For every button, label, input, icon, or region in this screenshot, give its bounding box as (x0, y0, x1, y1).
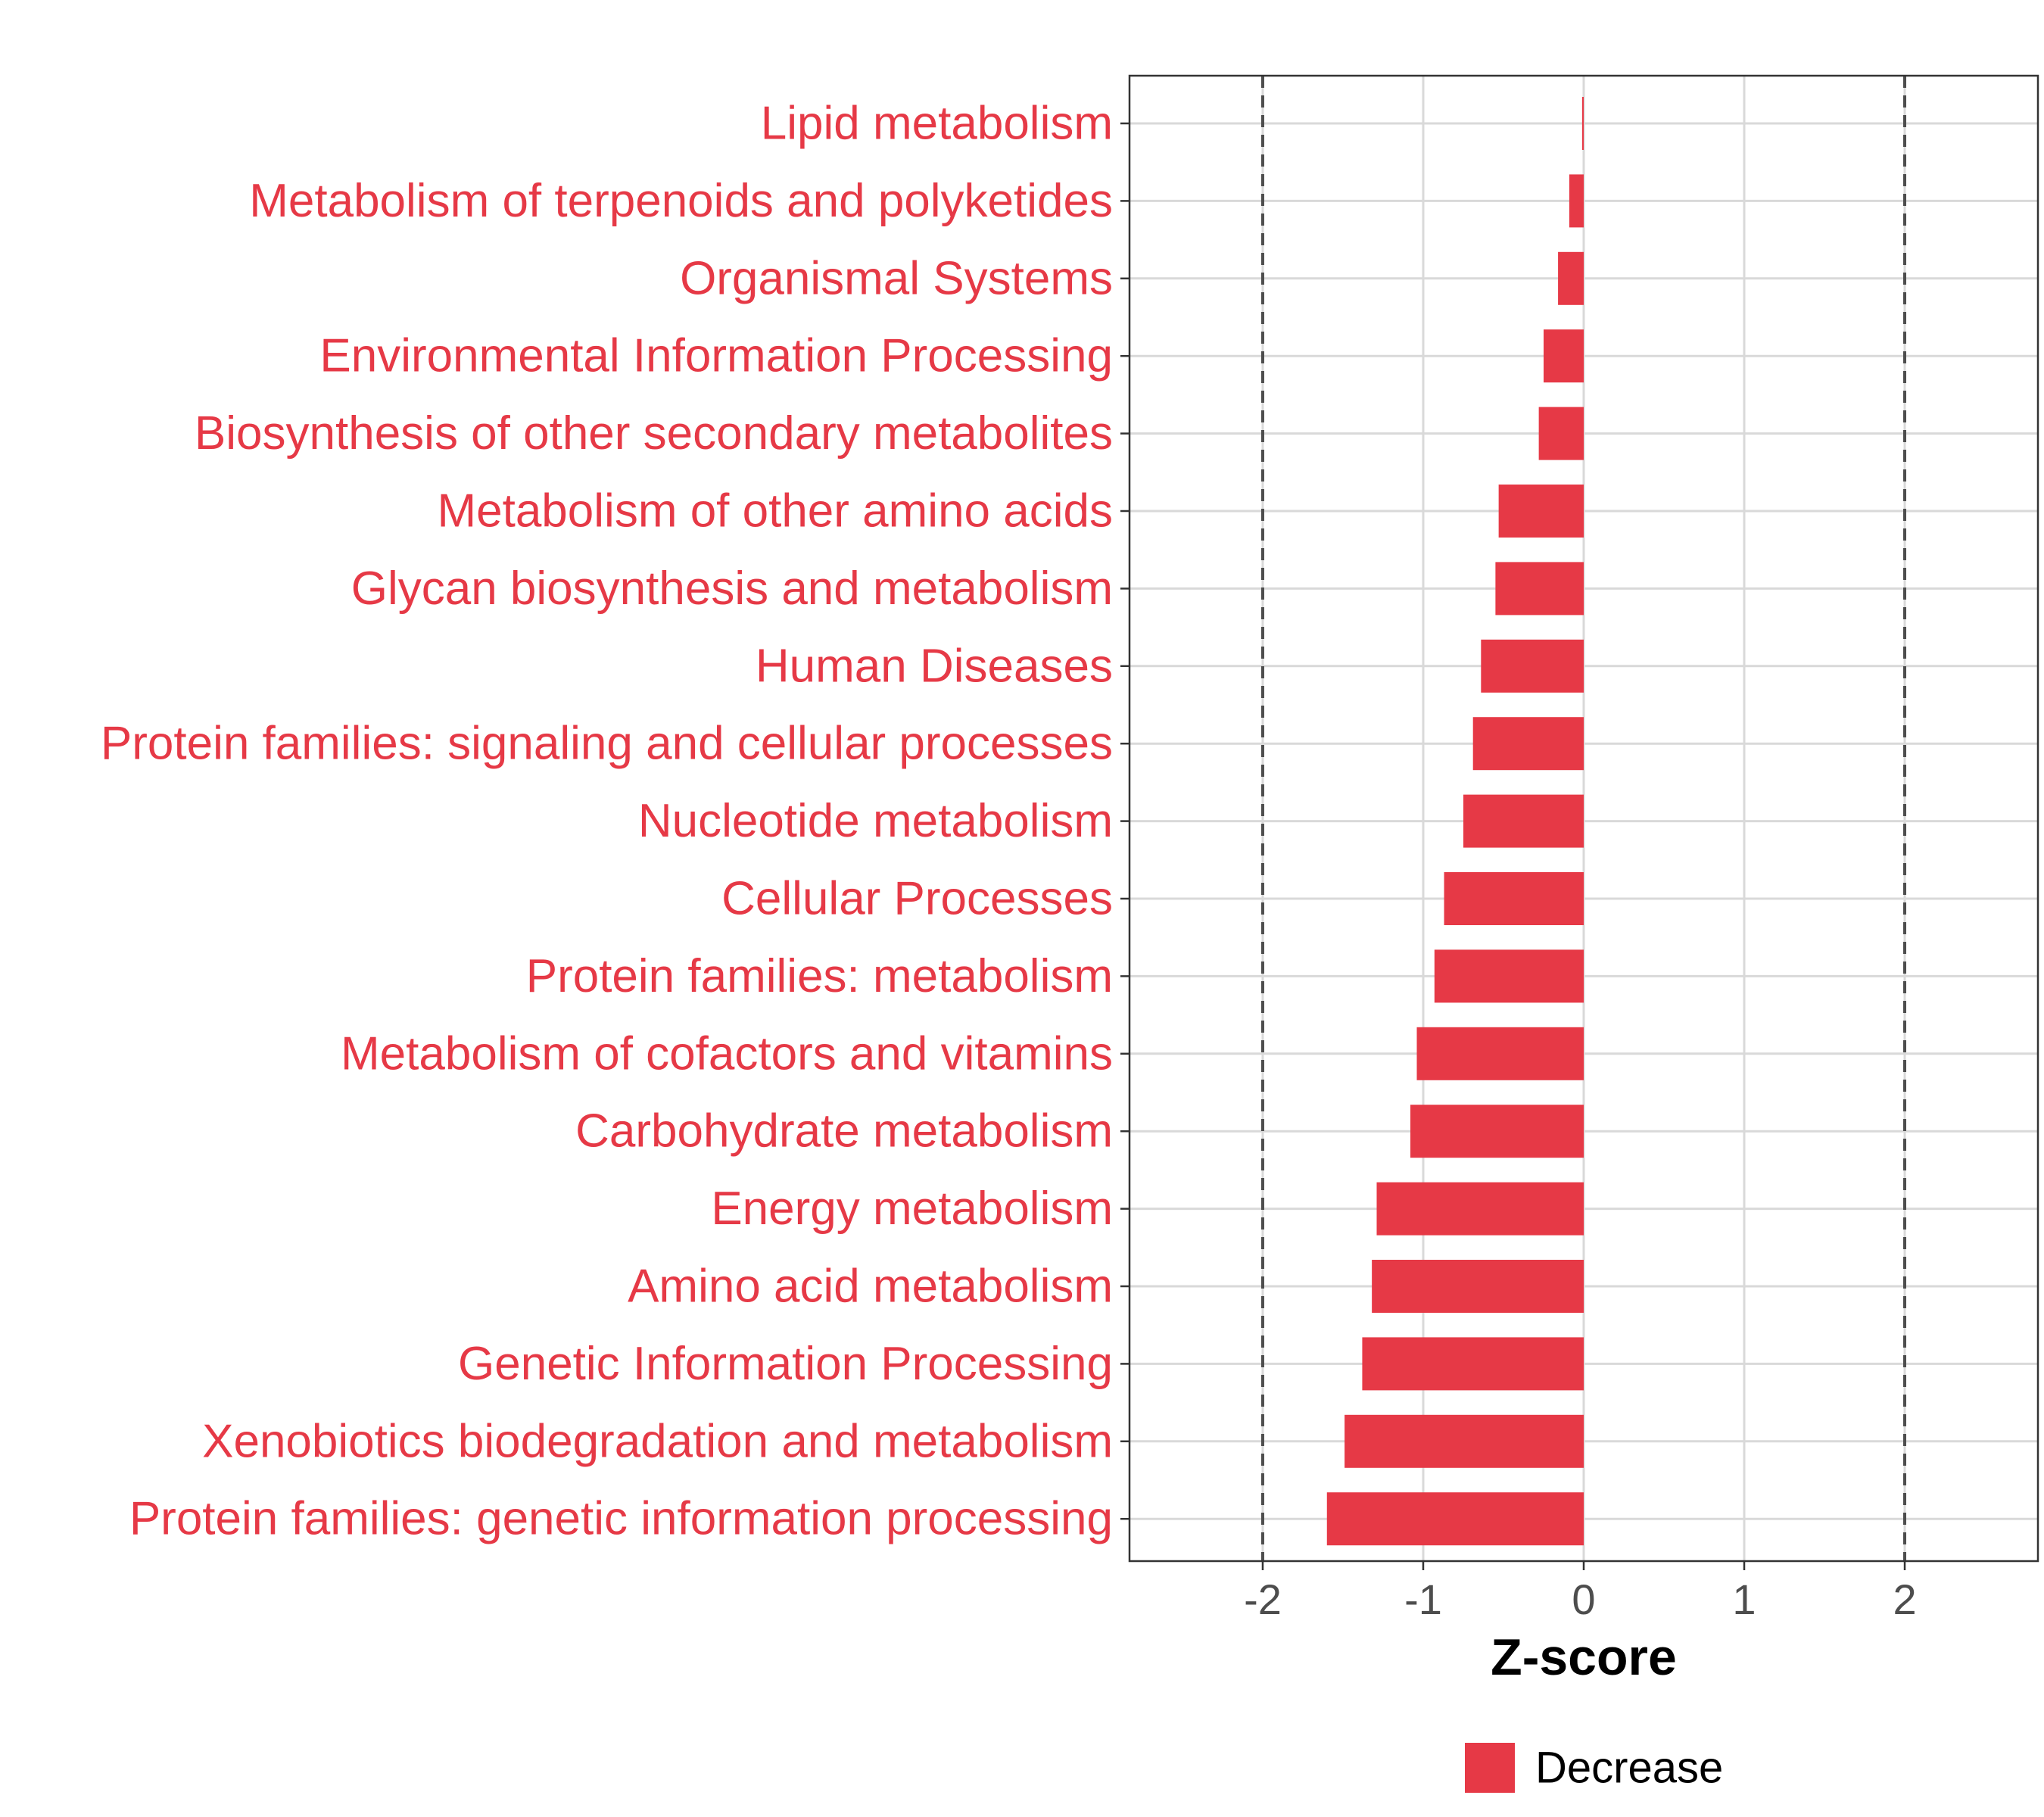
y-tick-label: Protein families: signaling and cellular… (101, 718, 1113, 770)
y-tick-label: Glycan biosynthesis and metabolism (351, 563, 1113, 615)
y-tick-label: Energy metabolism (711, 1183, 1113, 1235)
y-tick-label: Protein families: genetic information pr… (129, 1493, 1113, 1545)
bar (1558, 251, 1584, 305)
x-tick-label: 0 (1572, 1575, 1595, 1623)
bar-layer (1326, 97, 1584, 1546)
y-tick-label: Xenobiotics biodegradation and metabolis… (202, 1415, 1113, 1467)
bar (1569, 174, 1584, 228)
y-tick-label: Nucleotide metabolism (638, 795, 1113, 847)
legend: Decrease (1465, 1743, 1723, 1793)
x-tick-label: 1 (1732, 1575, 1756, 1623)
bar (1481, 639, 1584, 693)
y-tick-label: Human Diseases (756, 640, 1113, 692)
bar (1362, 1337, 1584, 1391)
y-axis-ticks (1120, 122, 1129, 1520)
legend-key-decrease (1465, 1743, 1515, 1793)
y-tick-label: Amino acid metabolism (628, 1261, 1113, 1313)
y-tick-label: Cellular Processes (721, 873, 1113, 925)
bar (1326, 1492, 1584, 1546)
x-axis-title: Z-score (1491, 1628, 1677, 1686)
bar (1444, 872, 1584, 925)
bar (1472, 717, 1584, 771)
bar (1416, 1027, 1584, 1080)
legend-label-decrease: Decrease (1535, 1744, 1723, 1793)
y-tick-label: Lipid metabolism (761, 98, 1113, 150)
bar (1372, 1260, 1584, 1313)
bar (1376, 1182, 1584, 1236)
bar (1498, 485, 1584, 538)
bar (1543, 329, 1584, 383)
bar (1538, 407, 1584, 460)
y-axis-labels: Lipid metabolism Metabolism of terpenoids… (101, 98, 1113, 1545)
y-tick-label: Carbohydrate metabolism (575, 1105, 1113, 1158)
y-tick-label: Biosynthesis of other secondary metaboli… (195, 407, 1113, 460)
y-tick-label: Organismal Systems (680, 252, 1113, 304)
x-tick-label: 2 (1893, 1575, 1916, 1623)
y-tick-label: Genetic Information Processing (458, 1338, 1113, 1390)
bar (1434, 949, 1584, 1003)
bar (1344, 1414, 1584, 1468)
reference-lines (1260, 76, 1907, 1561)
bar (1581, 97, 1584, 150)
x-tick-label: -1 (1404, 1575, 1442, 1623)
x-axis-ticks: -2 -1 0 1 2 (1244, 1561, 1917, 1623)
bar (1463, 794, 1584, 848)
y-tick-label: Metabolism of other amino acids (437, 485, 1113, 538)
bar (1495, 562, 1584, 616)
x-tick-label: -2 (1244, 1575, 1282, 1623)
bar (1410, 1105, 1584, 1158)
y-tick-label: Metabolism of terpenoids and polyketides (249, 175, 1113, 227)
y-tick-label: Environmental Information Processing (319, 330, 1113, 382)
y-tick-label: Protein families: metabolism (526, 950, 1113, 1002)
y-tick-label: Metabolism of cofactors and vitamins (341, 1027, 1113, 1080)
